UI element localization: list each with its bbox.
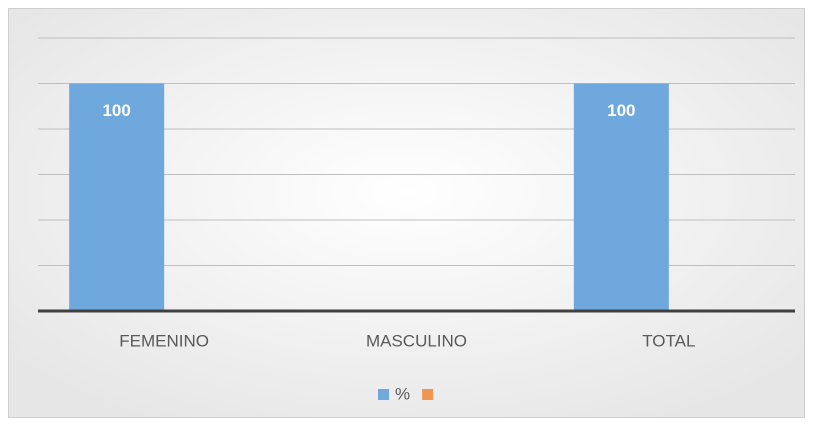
legend-label: % [395, 384, 410, 403]
x-tick-label: MASCULINO [366, 331, 467, 350]
bar [69, 83, 165, 311]
x-tick-label: TOTAL [642, 331, 695, 350]
data-label: 100 [102, 101, 130, 120]
legend-swatch [378, 389, 389, 400]
data-label: 100 [607, 101, 635, 120]
x-tick-label: FEMENINO [119, 331, 209, 350]
legend-swatch [422, 389, 434, 400]
bar [573, 83, 669, 311]
